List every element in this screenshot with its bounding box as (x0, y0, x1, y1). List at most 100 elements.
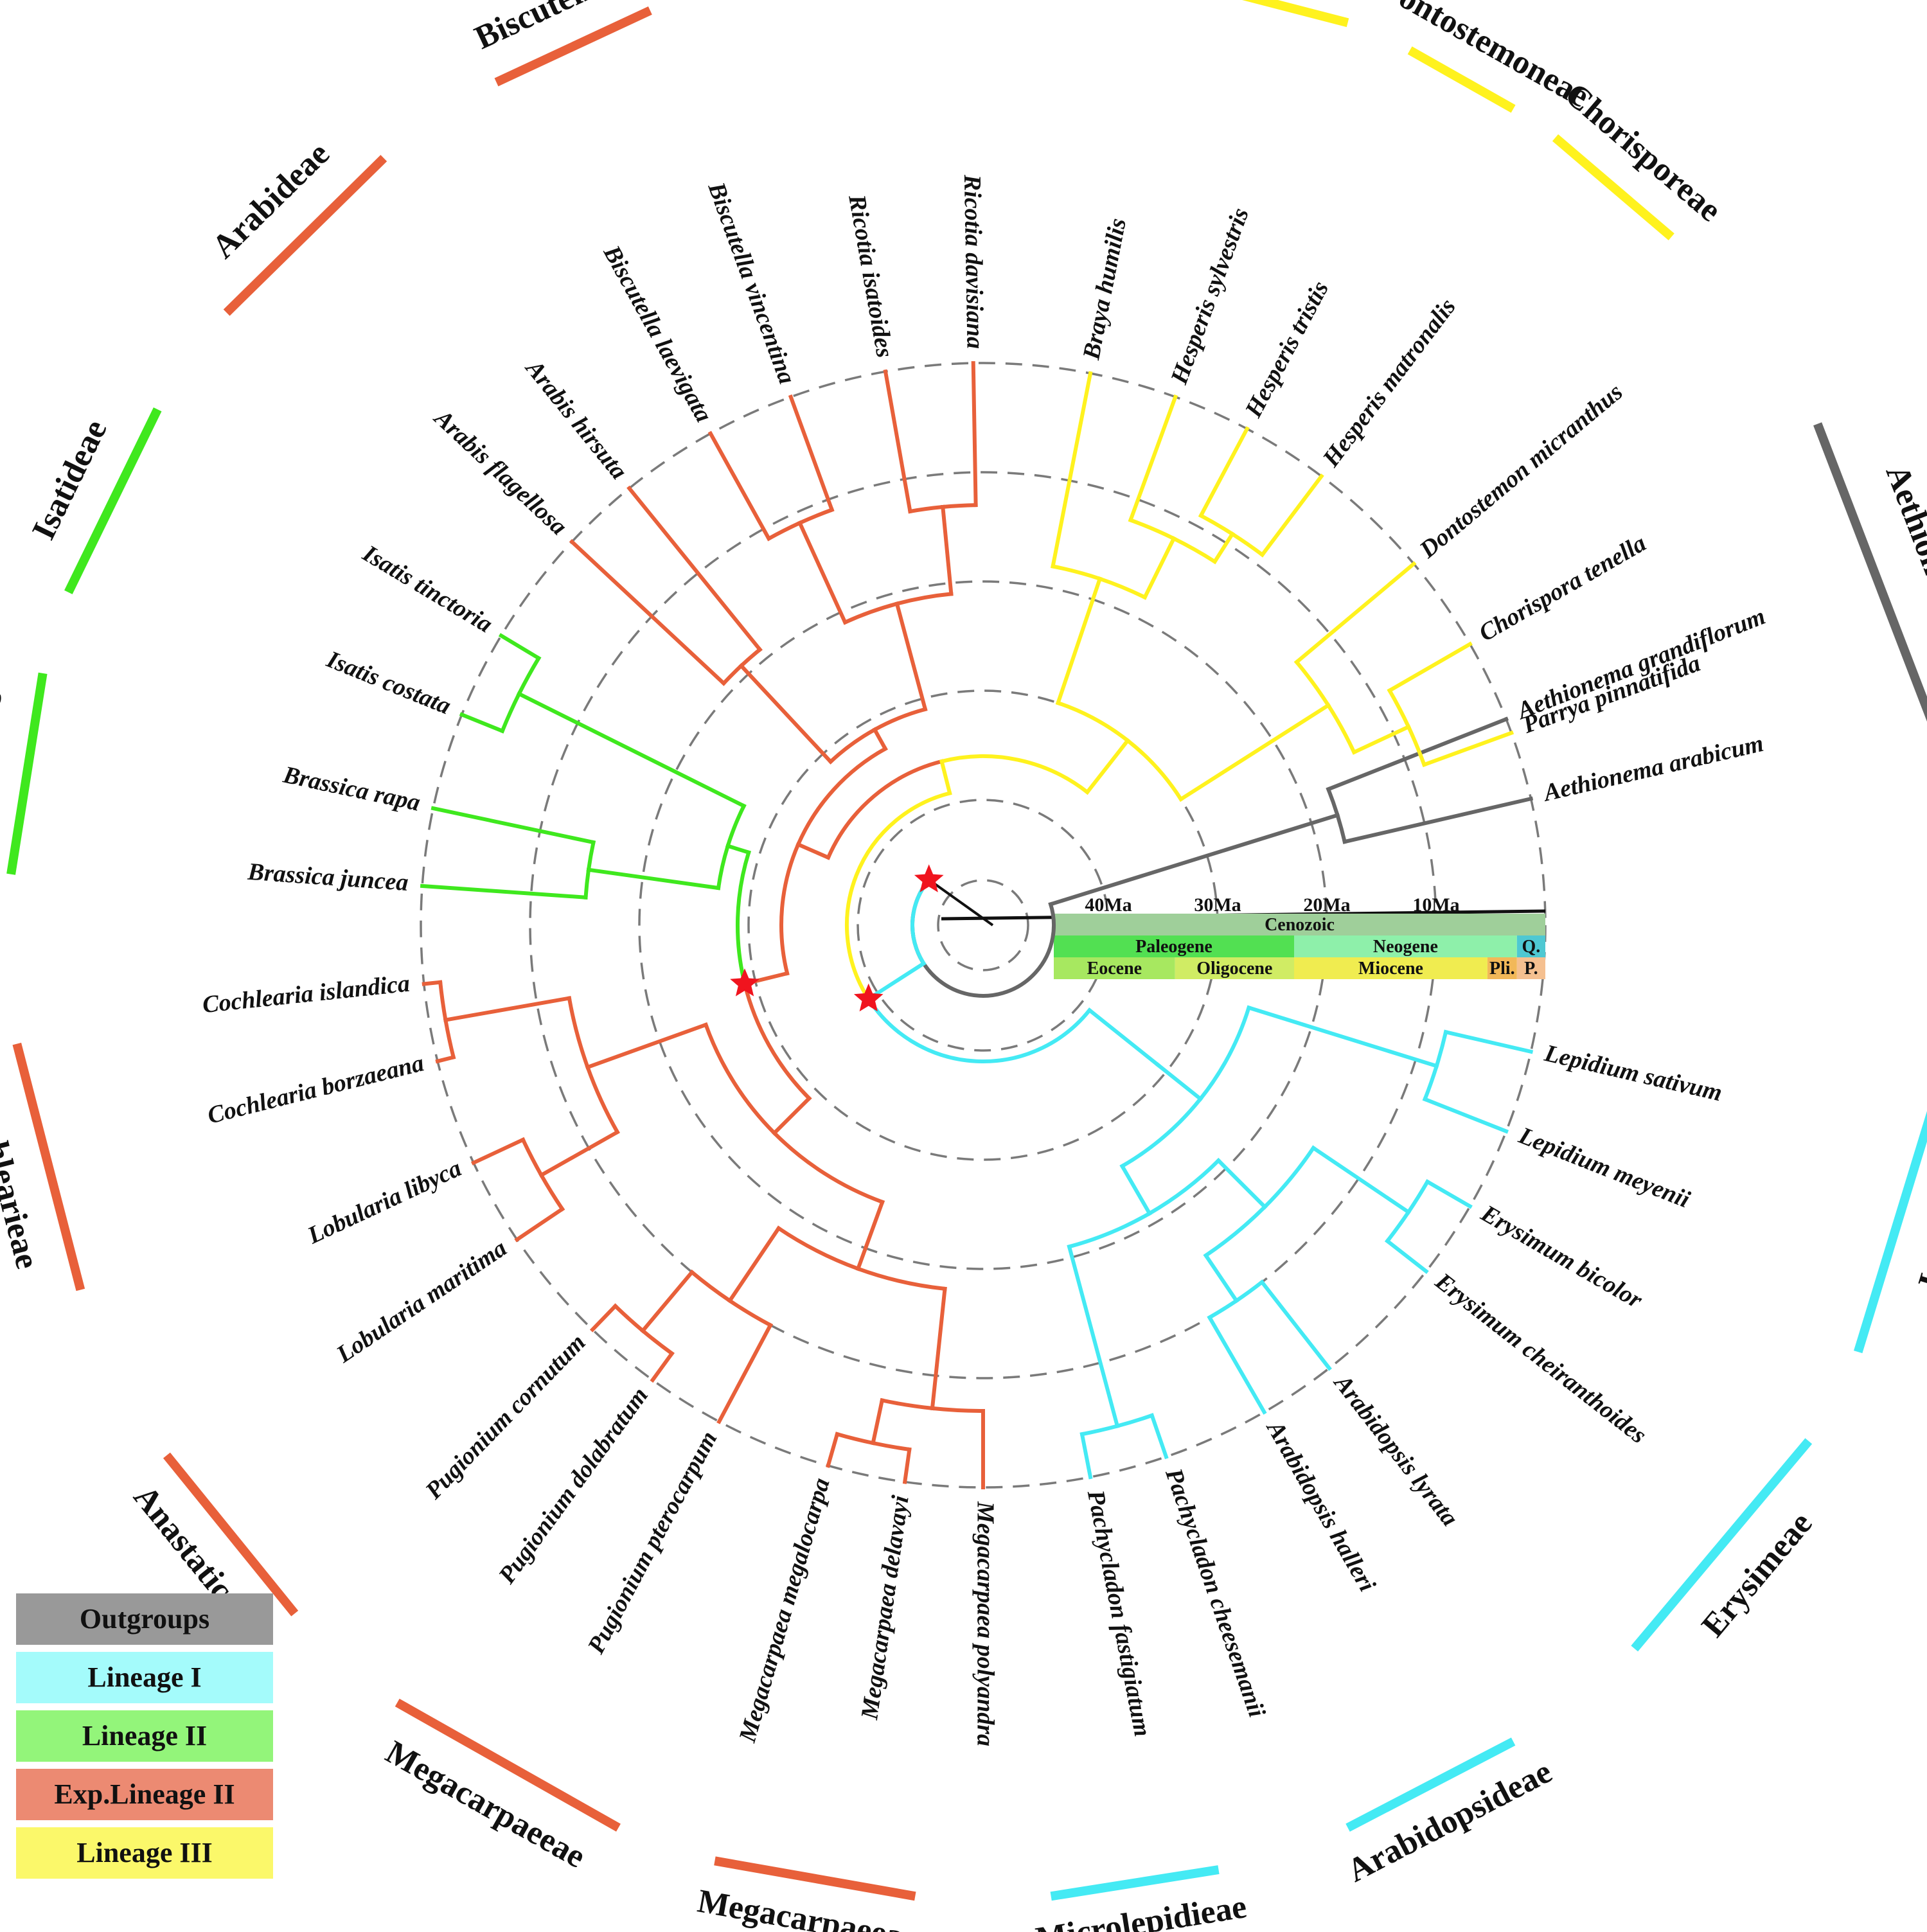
branch-radial-32 (1207, 1315, 1267, 1415)
tree-branches (420, 361, 1534, 1489)
timescale-periods-label: Paleogene (1135, 937, 1212, 957)
branch-radial-134 (1259, 473, 1324, 558)
branch-radial-130 (1212, 531, 1236, 565)
branch-arc-33 (1067, 1210, 1153, 1249)
branch-arc-87 (583, 867, 591, 900)
tribe-bar (6, 672, 48, 875)
geologic-timescale: 40Ma 30Ma 20Ma 10Ma Cenozoic Paleogene Neogene… (941, 894, 1546, 979)
branch-arc-6 (910, 877, 932, 966)
branch-arc-57 (835, 1431, 876, 1446)
root-stem (928, 878, 994, 926)
branch-radial-50 (930, 1286, 947, 1411)
branch-radial-16 (1422, 1096, 1509, 1134)
taxon-label: Cochlearia borzaeana (205, 1049, 427, 1129)
branch-arc-2 (1326, 786, 1340, 818)
branch-arc-85 (716, 843, 731, 891)
branch-radial-22 (1310, 1145, 1412, 1215)
timescale-periods-band (1516, 935, 1545, 957)
timescale-epochs-label: Oligocene (1196, 959, 1272, 979)
branch-radial-98 (872, 727, 888, 752)
time-tick-label: 10Ma (1412, 894, 1459, 916)
branch-arc-143 (1406, 724, 1427, 768)
branch-arc-61 (727, 1298, 774, 1328)
branch-radial-94 (459, 712, 505, 734)
branch-arc-125 (1097, 576, 1148, 600)
taxon-label: Brassica rapa (280, 761, 422, 817)
tribe-bar (64, 407, 162, 594)
branch-arc-131 (1198, 513, 1236, 537)
taxon-label: Megacarpaea megalocarpa (734, 1475, 835, 1746)
branch-radial-118 (971, 361, 978, 508)
tribe-bar (1407, 46, 1516, 113)
branch-radial-144 (1421, 730, 1514, 767)
branch-radial-56 (902, 1447, 912, 1484)
branch-radial-136 (1178, 702, 1331, 802)
tribe-bar (1050, 1865, 1220, 1901)
branch-radial-48 (855, 1200, 885, 1272)
branch-radial-62 (716, 1322, 774, 1424)
branch-arc-37 (1079, 1423, 1120, 1437)
tribe-bar (1631, 1438, 1813, 1652)
branch-radial-70 (585, 1022, 709, 1070)
branch-arc-111 (797, 507, 835, 526)
taxon-label: Ricotia isatoides (843, 192, 898, 360)
timescale-epochs-band (1054, 957, 1175, 979)
branch-arc-79 (443, 1018, 456, 1060)
legend-label: Exp.Lineage II (54, 1778, 235, 1810)
divergence-star-core (853, 983, 884, 1012)
branch-arc-17 (1119, 1096, 1203, 1169)
time-ring-inner (937, 879, 1029, 971)
timescale-epochs-band (1487, 957, 1517, 979)
tribe-bar (494, 6, 652, 87)
branch-radial-116 (883, 369, 912, 514)
branch-radial-106 (894, 601, 928, 712)
branch-arc-41 (826, 759, 945, 860)
legend-label: Lineage I (87, 1662, 201, 1693)
tribe-label: Dontostemoneae (1372, 0, 1595, 115)
branch-arc-141 (1387, 687, 1412, 730)
branch-radial-72 (538, 1129, 620, 1178)
branch-radial-100 (738, 663, 833, 765)
tribe-bar (1345, 1737, 1516, 1832)
time-tick-label: 20Ma (1303, 894, 1350, 916)
branch-radial-104 (626, 485, 763, 653)
branch-radial-14 (1443, 1029, 1534, 1054)
branch-radial-78 (443, 996, 572, 1022)
branch-arc-109 (766, 520, 803, 542)
timescale-periods-band (1294, 935, 1517, 957)
branch-radial-92 (516, 691, 747, 809)
branch-arc-43 (779, 842, 801, 976)
branch-arc-119 (939, 754, 1090, 795)
taxon-label: Hesperis sylvestris (1166, 204, 1254, 388)
taxon-label: Arabidopsis halleri (1261, 1415, 1381, 1597)
taxon-label: Hesperis matronalis (1317, 294, 1461, 472)
branch-arc-8 (866, 996, 1092, 1064)
branch-arc-81 (438, 980, 448, 1022)
branch-radial-24 (1425, 1179, 1473, 1209)
branch-radial-42 (795, 842, 831, 860)
taxon-label: Dontostemon micranthus (1414, 378, 1628, 564)
legend-swatch-I (16, 1652, 273, 1703)
taxon-label: Ricotia davisiana (959, 173, 989, 349)
lineage-legend: Outgroups Lineage I Lineage II Exp.Lineage … (16, 1593, 273, 1879)
branch-arc-123 (1051, 563, 1103, 581)
branch-radial-90 (431, 806, 596, 845)
branch-radial-60 (727, 1225, 781, 1304)
branch-radial-64 (640, 1269, 695, 1334)
timescale-epochs-band (1175, 957, 1294, 979)
branch-radial-142 (1387, 641, 1473, 693)
branch-arc-139 (1326, 702, 1357, 755)
timescale-epochs-label: P. (1524, 959, 1538, 979)
taxon-label: Hesperis tristis (1239, 277, 1334, 423)
time-tick-label: 30Ma (1194, 894, 1241, 916)
branch-arc-15 (1422, 1063, 1439, 1102)
branch-radial-7 (866, 961, 927, 1002)
branch-arc-95 (516, 655, 542, 696)
branch-arc-27 (1203, 1204, 1268, 1259)
branch-radial-5 (1342, 796, 1534, 844)
taxon-label: Lobularia libyca (303, 1155, 465, 1250)
branch-radial-3 (1326, 716, 1509, 792)
branch-arc-71 (585, 1065, 620, 1135)
branch-radial-54 (871, 1397, 885, 1446)
taxon-label: Biscutella vincentina (702, 178, 801, 387)
